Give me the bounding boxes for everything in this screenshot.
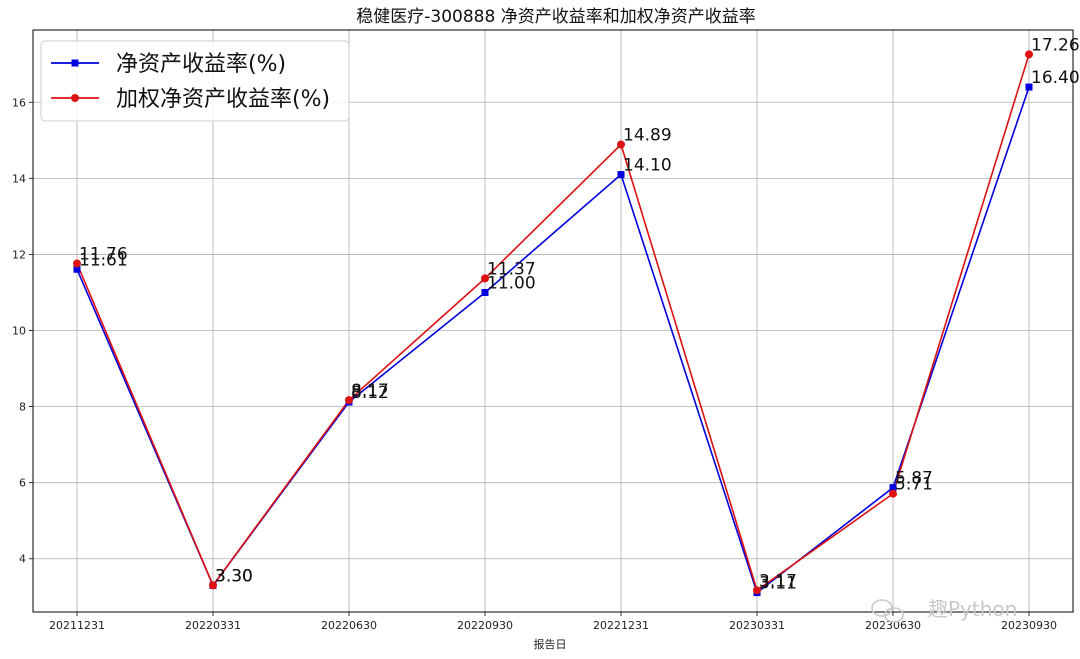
y-tick-label: 6 [19, 477, 26, 490]
chart-title: 稳健医疗-300888 净资产收益率和加权净资产收益率 [356, 7, 755, 27]
y-tick-label: 16 [12, 96, 26, 109]
x-axis-ticks: 20211231 20220331 20220630 20220930 20221231… [49, 612, 1057, 632]
data-label: 3.17 [759, 571, 797, 591]
data-label: 11.76 [79, 245, 128, 265]
legend-label-weighted-roe: 加权净资产收益率(%) [116, 87, 330, 112]
series-layer [73, 50, 1033, 597]
data-label: 3.30 [215, 566, 253, 586]
data-label: 17.26 [1031, 35, 1080, 55]
x-tick-label: 20220630 [321, 619, 377, 632]
y-axis-ticks: 4 6 8 10 12 14 16 [12, 96, 33, 566]
series-1-point [345, 396, 353, 405]
legend-marker-weighted-roe [71, 94, 79, 102]
watermark: 趣Python [871, 597, 1017, 623]
x-tick-label: 20230630 [865, 619, 921, 632]
y-tick-label: 14 [12, 172, 26, 185]
legend: 净资产收益率(%) 加权净资产收益率(%) [40, 40, 350, 122]
data-label: 8.17 [351, 381, 389, 401]
y-tick-label: 4 [19, 553, 26, 566]
data-label: 14.10 [623, 156, 672, 176]
series-1-point [753, 586, 761, 595]
y-tick-label: 12 [12, 248, 26, 261]
x-tick-label: 20230331 [729, 619, 785, 632]
x-tick-label: 20211231 [49, 619, 105, 632]
y-tick-label: 10 [12, 325, 26, 338]
wechat-icon [871, 599, 904, 623]
plot-area-frame [32, 29, 1074, 613]
x-tick-label: 20220331 [185, 619, 241, 632]
data-label: 14.89 [623, 125, 672, 145]
series-0-point [889, 484, 897, 492]
legend-marker-roe [71, 59, 79, 67]
x-axis-label: 报告日 [534, 637, 567, 651]
data-label: 16.40 [1031, 68, 1080, 88]
data-label: 11.37 [487, 259, 536, 279]
y-tick-label: 8 [19, 401, 26, 414]
series-1-point [889, 489, 897, 498]
series-1-point [1025, 50, 1033, 59]
watermark-text: 趣Python [928, 597, 1017, 621]
data-label: 5.71 [895, 475, 933, 495]
series-0-point [73, 265, 81, 273]
data-label: 11.00 [487, 273, 536, 293]
series-0-point [617, 171, 625, 179]
data-label: 5.87 [895, 469, 933, 489]
series-1-point [73, 259, 81, 268]
x-tick-label: 20230930 [1001, 619, 1057, 632]
series-line-1 [76, 54, 1030, 592]
legend-box [40, 40, 350, 122]
series-line-0 [76, 86, 1030, 594]
x-tick-label: 20221231 [593, 619, 649, 632]
series-0-point [1025, 83, 1033, 91]
grid [33, 30, 1073, 612]
x-tick-label: 20220930 [457, 619, 513, 632]
legend-label-roe: 净资产收益率(%) [116, 52, 286, 77]
data-label: 3.11 [759, 574, 797, 594]
series-0-point [481, 288, 489, 296]
data-label: 8.12 [351, 383, 389, 403]
series-1-point [617, 140, 625, 149]
series-1-point [209, 581, 217, 590]
data-label: 3.30 [215, 566, 253, 586]
data-label: 11.61 [79, 250, 128, 270]
series-1-point [481, 274, 489, 283]
data-labels: 11.61 3.30 8.12 11.00 14.10 3.11 5.87 16.40 11.7… [79, 35, 1080, 593]
